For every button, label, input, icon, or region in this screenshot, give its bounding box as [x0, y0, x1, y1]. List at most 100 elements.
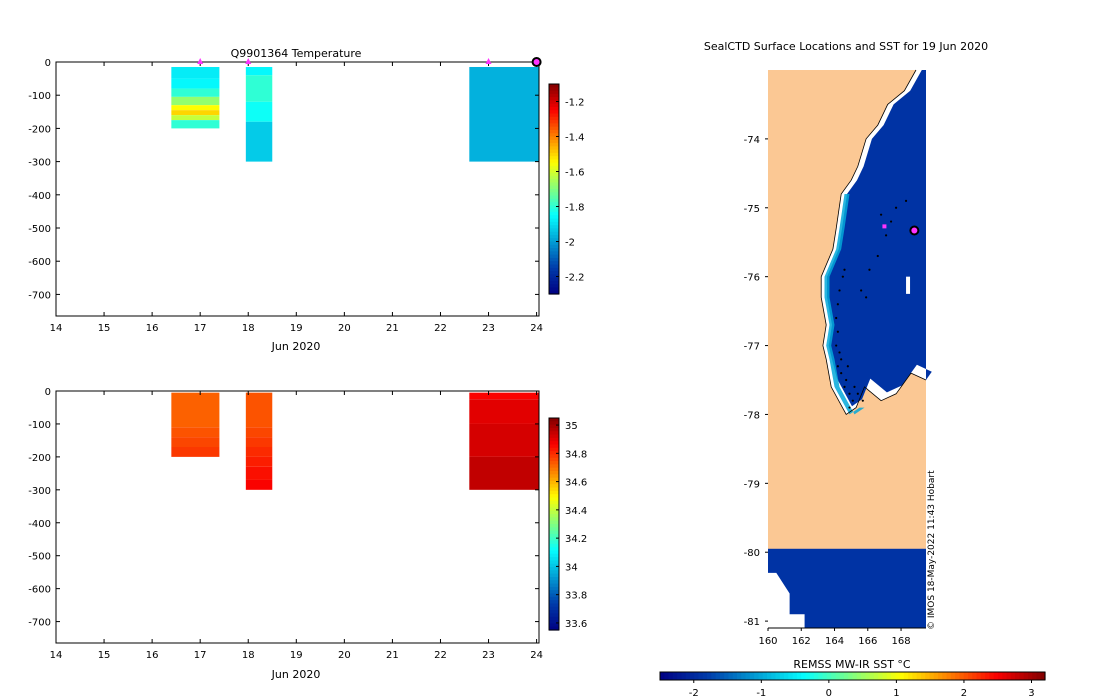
colorbar-swatch — [968, 672, 973, 680]
colorbar-swatch — [895, 672, 901, 680]
track-point — [879, 213, 883, 216]
track-point — [836, 365, 839, 368]
colorbar-tick-label: -2.2 — [565, 273, 585, 284]
colorbar-swatch — [549, 264, 559, 269]
x-tick-label: 20 — [338, 323, 351, 334]
y-tick-label: -300 — [28, 486, 51, 497]
colorbar-swatch — [549, 261, 559, 266]
track-point — [841, 275, 844, 278]
x-tick-label: 16 — [146, 650, 159, 661]
colorbar-swatch — [929, 672, 935, 680]
colorbar-swatch — [933, 672, 939, 680]
colorbar-swatch — [549, 586, 559, 591]
colorbar-swatch — [549, 520, 559, 525]
colorbar-swatch — [771, 672, 777, 680]
colorbar-swatch — [694, 672, 700, 680]
y-tick-label: -100 — [28, 91, 51, 102]
colorbar-swatch — [672, 672, 678, 680]
colorbar-swatch — [801, 672, 807, 680]
colorbar-swatch — [549, 221, 559, 226]
colorbar-swatch — [1015, 672, 1020, 680]
colorbar-tick-label: -1.6 — [565, 168, 585, 179]
colorbar-swatch — [549, 159, 559, 164]
colorbar-swatch — [916, 672, 922, 680]
colorbar-swatch — [549, 103, 559, 108]
y-tick-label: 0 — [45, 387, 51, 398]
colorbar-swatch — [1019, 672, 1025, 680]
colorbar-swatch — [549, 431, 559, 436]
profile-cell — [171, 105, 220, 111]
colorbar-swatch — [549, 93, 559, 98]
profile-cell — [469, 66, 539, 162]
colorbar-swatch — [1002, 672, 1008, 680]
colorbar-swatch — [549, 490, 559, 495]
colorbar-swatch — [549, 136, 559, 141]
lat-tick-label: -79 — [744, 479, 760, 490]
colorbar-swatch — [549, 573, 559, 578]
colorbar-swatch — [549, 563, 559, 568]
colorbar-swatch — [549, 441, 559, 446]
colorbar-swatch — [549, 494, 559, 499]
colorbar-swatch — [549, 497, 559, 502]
temperature-colorbar: -1.2 -1.4 -1.6 -1.8 -2 -2.2 — [548, 83, 585, 295]
track-point — [889, 220, 893, 223]
y-tick-label: -200 — [28, 453, 51, 464]
colorbar-swatch — [549, 540, 559, 545]
colorbar-swatch — [959, 672, 965, 680]
profile-cell — [245, 447, 273, 457]
coastline — [820, 69, 927, 415]
colorbar-swatch — [1010, 672, 1016, 680]
colorbar-swatch — [549, 427, 559, 432]
colorbar-swatch — [796, 672, 802, 680]
colorbar-swatch — [549, 185, 559, 190]
colorbar-swatch — [912, 672, 918, 680]
colorbar-tick-label: -1 — [756, 688, 766, 699]
profile-cell — [245, 466, 273, 480]
profile-cell — [171, 427, 220, 438]
colorbar-swatch — [549, 454, 559, 459]
track-point — [904, 199, 908, 202]
previous-position-marker — [882, 224, 887, 229]
colorbar-tick-label: 1 — [893, 688, 899, 699]
colorbar-swatch — [549, 123, 559, 128]
x-tick-label: 19 — [290, 323, 303, 334]
x-tick-label: 24 — [530, 650, 543, 661]
colorbar-swatch — [980, 672, 986, 680]
colorbar-swatch — [549, 234, 559, 239]
colorbar-swatch — [728, 672, 734, 680]
colorbar-swatch — [745, 672, 751, 680]
colorbar-swatch — [549, 434, 559, 439]
track-point — [861, 399, 864, 402]
colorbar-swatch — [549, 606, 559, 611]
y-tick-label: -400 — [28, 519, 51, 530]
colorbar-swatch — [788, 672, 794, 680]
profile-cell — [469, 423, 539, 457]
colorbar-swatch — [549, 550, 559, 555]
colorbar-swatch — [549, 451, 559, 456]
colorbar-swatch — [549, 172, 559, 177]
colorbar-swatch — [549, 202, 559, 207]
colorbar-swatch — [549, 179, 559, 184]
colorbar-swatch — [852, 672, 858, 680]
colorbar-swatch — [549, 557, 559, 562]
sst-colorbar: -2 -1 0 1 2 3 — [659, 671, 1046, 699]
y-tick-label: -600 — [28, 585, 51, 596]
colorbar-swatch — [792, 672, 798, 680]
colorbar-swatch — [549, 126, 559, 131]
colorbar-swatch — [549, 251, 559, 256]
colorbar-swatch — [549, 620, 559, 624]
colorbar-swatch — [549, 553, 559, 558]
colorbar-swatch — [873, 672, 879, 680]
colorbar-swatch — [664, 672, 670, 680]
colorbar-swatch — [689, 672, 695, 680]
current-profile-marker — [531, 57, 542, 67]
profile-cell — [171, 66, 220, 79]
colorbar-tick-label: 33.8 — [565, 591, 587, 602]
colorbar-tick-label: 34.6 — [565, 478, 587, 489]
track-point — [843, 385, 846, 388]
southern-no-data — [768, 572, 805, 628]
colorbar-swatch — [925, 672, 931, 680]
colorbar-swatch — [549, 533, 559, 538]
colorbar-swatch — [814, 672, 819, 680]
colorbar-swatch — [549, 626, 559, 631]
